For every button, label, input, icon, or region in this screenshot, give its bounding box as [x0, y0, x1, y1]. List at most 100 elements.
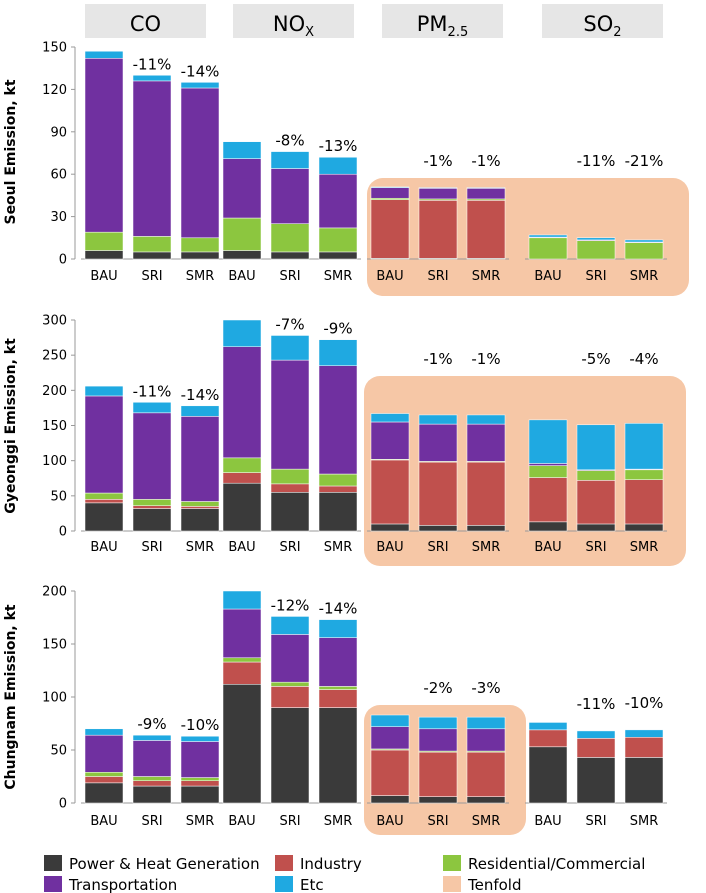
pollutant-headers: CO NOX PM2.5 SO2 — [85, 4, 663, 40]
change-label: -9% — [137, 715, 166, 733]
category-label: SRI — [279, 269, 300, 284]
bar-segment-power — [132, 785, 172, 804]
y-tick-label: 100 — [42, 691, 67, 706]
bar-segment-residential — [180, 237, 220, 253]
bar-segment-transportation — [270, 168, 310, 224]
bar-segment-power — [528, 521, 568, 532]
bar-segment-residential — [84, 231, 124, 251]
legend-swatch — [275, 876, 293, 892]
category-label: SRI — [585, 269, 606, 284]
bar-segment-power — [180, 251, 220, 260]
bar-segment-etc — [466, 187, 506, 189]
legend-item-industry: Industry — [275, 855, 362, 873]
bar-segment-etc — [624, 423, 664, 470]
y-axis-title: Gyeonggi Emission, kt — [3, 338, 19, 514]
category-label: SRI — [141, 269, 162, 284]
category-label: SRI — [585, 540, 606, 555]
bar-group-nox: BAU SRI -7% SMR -9% — [219, 315, 361, 555]
category-label: SRI — [141, 814, 162, 829]
bar-segment-transportation — [180, 741, 220, 778]
bar-segment-power — [576, 757, 616, 804]
change-label: -2% — [423, 679, 452, 697]
bar-segment-etc — [84, 385, 124, 397]
bar-segment-industry — [370, 199, 410, 259]
category-label: SRI — [427, 540, 448, 555]
legend-label: Transportation — [68, 876, 177, 893]
pollutant-header-bg — [233, 4, 354, 38]
y-tick-label: 0 — [59, 525, 67, 540]
category-label: SMR — [324, 540, 353, 555]
category-label: SRI — [279, 814, 300, 829]
change-label: -11% — [577, 695, 616, 713]
bar-segment-transportation — [132, 412, 172, 500]
bar-segment-transportation — [370, 421, 410, 460]
bar-segment-industry — [466, 200, 506, 259]
bar-segment-etc — [624, 729, 664, 738]
category-label: BAU — [228, 269, 255, 284]
bar-segment-industry — [528, 477, 568, 523]
bar-segment-residential — [222, 657, 262, 663]
bar-segment-etc — [270, 335, 310, 361]
category-label: SMR — [186, 269, 215, 284]
bar-segment-transportation — [132, 740, 172, 777]
bar-segment-etc — [180, 82, 220, 89]
change-label: -14% — [181, 62, 220, 80]
bar-segment-industry — [318, 689, 358, 708]
y-tick-label: 30 — [50, 210, 67, 225]
category-label: SMR — [472, 814, 501, 829]
bar-segment-transportation — [418, 423, 458, 462]
bar-segment-etc — [222, 590, 262, 610]
bar-segment-transportation — [222, 158, 262, 219]
bar-segment-transportation — [370, 187, 410, 199]
bar-segment-transportation — [466, 423, 506, 462]
bar-segment-industry — [222, 661, 262, 685]
category-label: SMR — [186, 540, 215, 555]
chart-legend: Power & Heat Generation Industry Residenti… — [44, 855, 645, 893]
category-label: BAU — [90, 269, 117, 284]
bar-segment-etc — [132, 75, 172, 82]
bar-segment-transportation — [418, 728, 458, 752]
legend-swatch — [44, 876, 62, 892]
bar-segment-industry — [270, 483, 310, 493]
category-label: BAU — [376, 269, 403, 284]
bar-segment-power — [624, 757, 664, 804]
bar-segment-industry — [370, 749, 410, 796]
bar-segment-residential — [318, 473, 358, 487]
bar-segment-etc — [180, 405, 220, 417]
bar-segment-etc — [318, 156, 358, 175]
bar-group-so2: BAU SRI -11% SMR -10% — [525, 694, 667, 829]
bar-segment-transportation — [418, 188, 458, 200]
bar-segment-power — [418, 525, 458, 532]
y-tick-label: 50 — [50, 744, 67, 759]
bar-segment-industry — [180, 506, 220, 509]
category-label: BAU — [90, 540, 117, 555]
y-tick-label: 90 — [50, 125, 67, 140]
change-label: -1% — [423, 350, 452, 368]
bar-group-pm25: BAU SRI -1% SMR -1% — [367, 152, 509, 284]
change-label: -14% — [319, 600, 358, 618]
legend-label: Industry — [300, 855, 362, 873]
legend-label: Power & Heat Generation — [69, 855, 260, 873]
bar-group-so2: BAU SRI -5% SMR -4% — [525, 350, 667, 555]
bar-segment-power — [132, 251, 172, 260]
bar-segment-power — [576, 523, 616, 532]
bar-segment-power — [528, 746, 568, 804]
emission-panels: 0 30 60 90 120 150 Seoul Emission, kt BAU SRI -11… — [3, 41, 689, 835]
bar-group-so2: BAU SRI -11% SMR -21% — [525, 152, 667, 284]
bar-segment-transportation — [466, 188, 506, 200]
change-label: -11% — [133, 55, 172, 73]
bar-segment-etc — [84, 728, 124, 736]
bar-segment-power — [132, 508, 172, 532]
bar-segment-etc — [270, 151, 310, 169]
y-tick-label: 150 — [42, 638, 67, 653]
category-label: SMR — [324, 269, 353, 284]
legend-swatch — [275, 855, 293, 871]
bar-segment-transportation — [370, 726, 410, 750]
bar-segment-industry — [418, 751, 458, 797]
bar-group-nox: BAU SRI -8% SMR -13% — [219, 132, 361, 284]
bar-segment-industry — [222, 472, 262, 484]
category-label: SMR — [186, 814, 215, 829]
bar-segment-residential — [528, 237, 568, 260]
bar-segment-transportation — [84, 395, 124, 494]
